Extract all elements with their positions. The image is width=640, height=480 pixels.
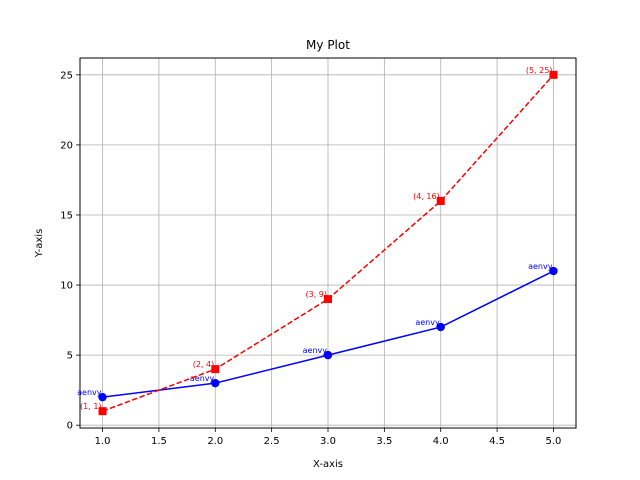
series-0: aenvy aenvy aenvy aenvy aenvy bbox=[77, 262, 558, 402]
data-point bbox=[549, 70, 558, 79]
data-label: aenvy bbox=[303, 346, 328, 355]
y-tick-label: 20 bbox=[60, 140, 73, 151]
data-point bbox=[436, 196, 445, 205]
x-tick-label: 4.0 bbox=[433, 436, 449, 447]
data-label: aenvy bbox=[77, 388, 102, 397]
x-tick-label: 1.0 bbox=[95, 436, 111, 447]
x-tick-label: 5.0 bbox=[546, 436, 562, 447]
y-axis-label: Y-axis bbox=[34, 229, 45, 259]
data-label: aenvy bbox=[415, 318, 440, 327]
x-tick-label: 3.0 bbox=[320, 436, 336, 447]
x-tick-label: 2.5 bbox=[264, 436, 280, 447]
y-axis-ticks: 0 5 10 15 20 25 bbox=[60, 70, 80, 432]
chart-title: My Plot bbox=[306, 38, 350, 52]
data-point bbox=[98, 392, 107, 402]
data-point bbox=[436, 322, 445, 332]
x-tick-label: 1.5 bbox=[151, 436, 167, 447]
data-label: (2, 4) bbox=[193, 360, 215, 369]
data-label: (3, 9) bbox=[305, 290, 327, 299]
series-layer: aenvy aenvy aenvy aenvy aenvy (1, 1) (2, 4) (3,… bbox=[77, 66, 558, 416]
y-tick-label: 0 bbox=[67, 421, 73, 432]
data-point bbox=[323, 350, 333, 360]
y-tick-label: 15 bbox=[60, 210, 73, 221]
data-point bbox=[324, 295, 332, 304]
data-label: (4, 16) bbox=[413, 192, 440, 201]
y-tick-label: 5 bbox=[67, 351, 73, 362]
x-axis-ticks: 1.0 1.5 2.0 2.5 3.0 3.5 4.0 4.5 5.0 bbox=[95, 428, 562, 447]
data-label: aenvy bbox=[528, 262, 553, 271]
data-point bbox=[211, 365, 220, 374]
y-tick-label: 10 bbox=[60, 281, 73, 292]
x-tick-label: 3.5 bbox=[376, 436, 392, 447]
data-point bbox=[549, 266, 558, 276]
data-label: (5, 25) bbox=[526, 66, 553, 75]
y-tick-label: 25 bbox=[60, 70, 73, 81]
x-tick-label: 2.0 bbox=[207, 436, 223, 447]
x-axis-label: X-axis bbox=[313, 459, 343, 470]
data-point bbox=[211, 378, 220, 388]
x-tick-label: 4.5 bbox=[489, 436, 505, 447]
series-1: (1, 1) (2, 4) (3, 9) (4, 16) (5, 25) bbox=[80, 66, 558, 416]
data-point bbox=[98, 407, 107, 416]
data-label: (1, 1) bbox=[80, 402, 102, 411]
data-label: aenvy bbox=[190, 374, 215, 383]
